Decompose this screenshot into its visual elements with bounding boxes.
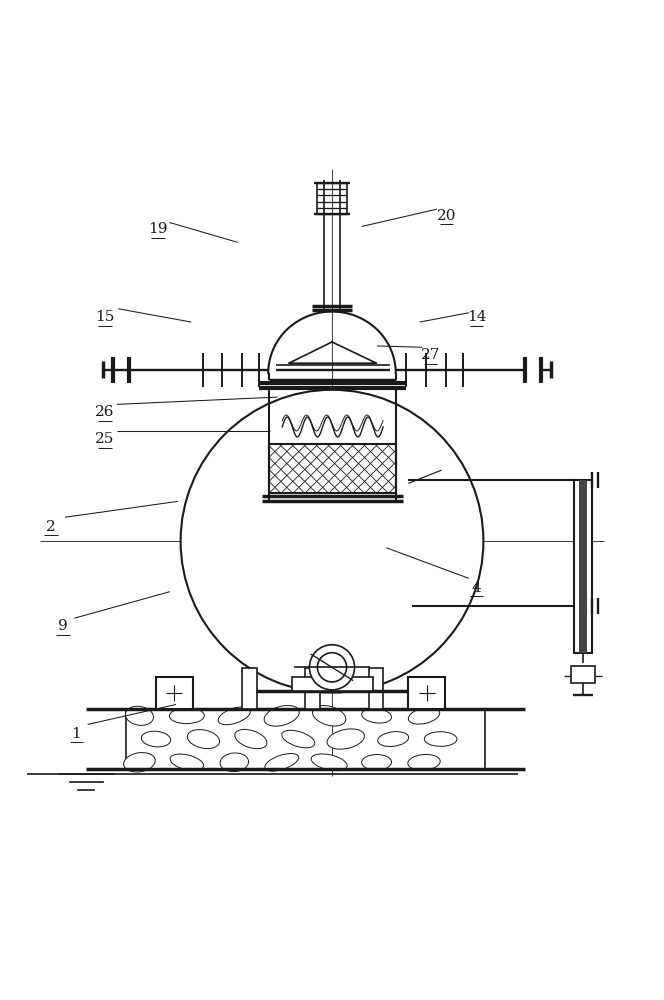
Text: 4: 4 xyxy=(472,581,481,595)
Bar xyxy=(156,677,193,709)
Ellipse shape xyxy=(327,729,365,749)
Ellipse shape xyxy=(187,730,220,749)
Bar xyxy=(269,444,396,493)
Text: 15: 15 xyxy=(95,310,115,324)
Bar xyxy=(571,666,595,683)
Bar xyxy=(292,677,373,691)
Bar xyxy=(369,668,383,709)
Bar xyxy=(574,480,592,653)
Text: 2: 2 xyxy=(46,520,56,534)
Ellipse shape xyxy=(124,753,155,772)
Text: 1: 1 xyxy=(72,727,81,741)
Text: 20: 20 xyxy=(436,209,456,223)
Bar xyxy=(269,444,396,493)
Circle shape xyxy=(317,653,347,682)
Ellipse shape xyxy=(170,754,204,771)
Text: 19: 19 xyxy=(148,222,168,236)
Ellipse shape xyxy=(264,705,299,726)
Ellipse shape xyxy=(408,754,440,770)
Text: 9: 9 xyxy=(58,619,68,633)
Ellipse shape xyxy=(220,753,248,772)
Ellipse shape xyxy=(125,706,153,725)
Ellipse shape xyxy=(311,754,347,771)
Ellipse shape xyxy=(218,707,250,725)
Text: 26: 26 xyxy=(95,405,115,419)
Bar xyxy=(242,668,257,709)
Ellipse shape xyxy=(282,730,315,748)
Ellipse shape xyxy=(378,732,408,746)
Ellipse shape xyxy=(362,754,392,770)
Ellipse shape xyxy=(265,754,299,771)
Ellipse shape xyxy=(424,732,457,746)
Ellipse shape xyxy=(141,731,171,747)
Bar xyxy=(126,709,485,769)
Ellipse shape xyxy=(313,706,346,726)
Circle shape xyxy=(309,645,355,690)
Ellipse shape xyxy=(169,708,205,724)
Bar xyxy=(579,480,587,653)
Text: 27: 27 xyxy=(420,348,440,362)
Ellipse shape xyxy=(362,709,392,723)
Bar xyxy=(305,668,320,709)
Bar xyxy=(408,677,445,709)
Text: 25: 25 xyxy=(95,432,115,446)
Text: 14: 14 xyxy=(467,310,487,324)
Ellipse shape xyxy=(235,729,267,749)
Circle shape xyxy=(181,390,483,693)
Ellipse shape xyxy=(408,707,440,724)
